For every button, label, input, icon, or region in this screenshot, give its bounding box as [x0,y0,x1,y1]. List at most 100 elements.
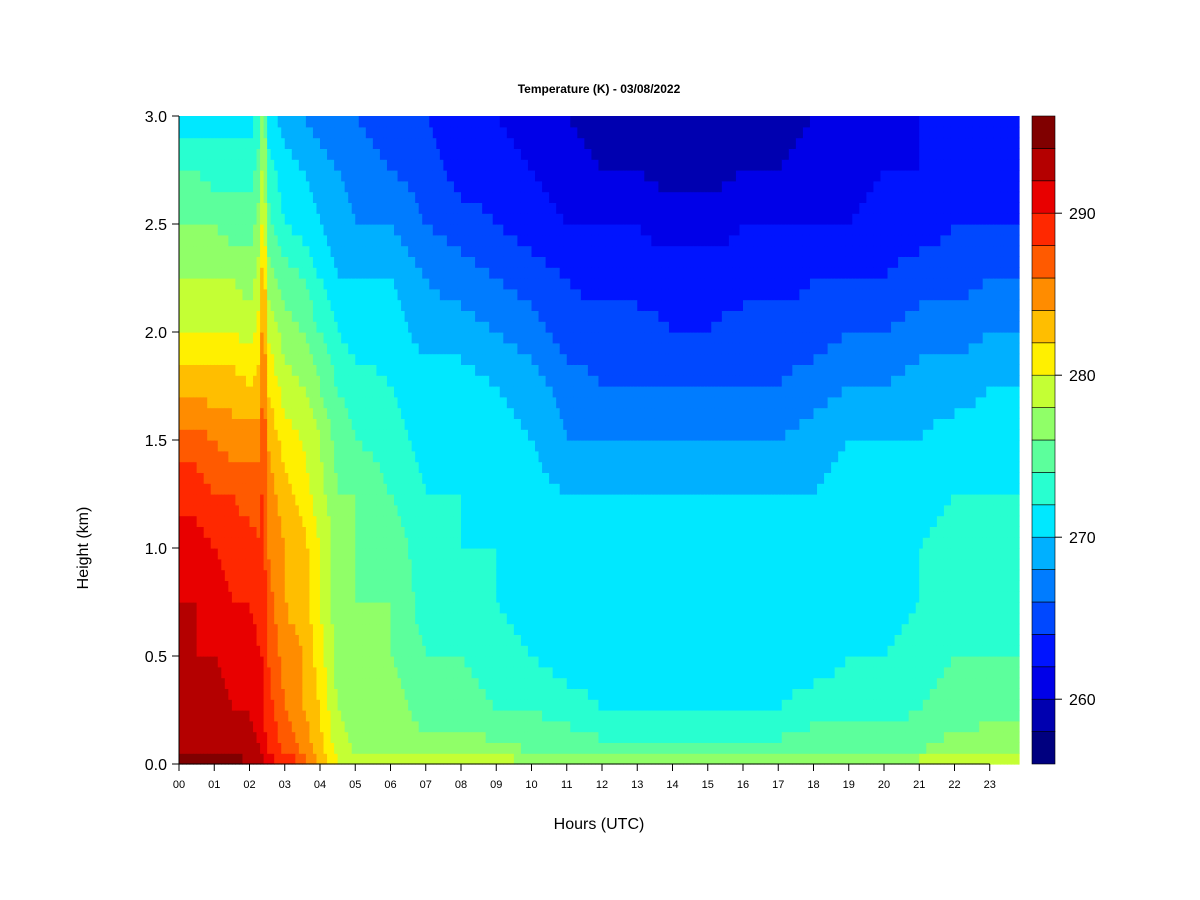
heatmap-cell [436,288,441,301]
heatmap-cell [235,591,240,603]
heatmap-cell [260,580,265,592]
heatmap-cell [446,450,452,463]
heatmap-cell [270,656,275,668]
heatmap-cell [464,742,469,754]
heatmap-cell [179,494,184,506]
heatmap-cell [312,278,318,290]
heatmap-cell [436,429,441,441]
heatmap-cell [284,386,289,398]
heatmap-cell [404,245,409,257]
heatmap-cell [281,256,286,268]
heatmap-cell [464,548,469,560]
heatmap-cell [383,710,388,722]
heatmap-cell [327,504,332,517]
heatmap-cell [267,245,272,257]
heatmap-cell [210,180,215,193]
heatmap-cell [217,299,222,311]
heatmap-cell [263,126,268,139]
heatmap-cell [337,342,342,355]
heatmap-cell [217,494,222,506]
heatmap-cell [256,386,261,398]
heatmap-cell [217,580,222,592]
heatmap-cell [450,137,455,149]
heatmap-cell [369,429,374,441]
heatmap-cell [249,375,254,387]
heatmap-cell [358,548,363,560]
heatmap-cell [404,483,409,495]
heatmap-cell [471,742,476,754]
heatmap-cell [245,450,251,463]
heatmap-cell [327,202,332,214]
heatmap-cell [330,645,335,657]
heatmap-cell [383,375,388,387]
heatmap-cell [372,256,377,268]
heatmap-cell [316,342,321,355]
heatmap-cell [330,515,335,527]
heatmap-cell [312,537,318,549]
heatmap-cell [200,440,205,452]
heatmap-cell [411,202,416,214]
heatmap-cell [386,159,392,171]
heatmap-cell [337,656,342,668]
heatmap-cell [305,159,311,171]
heatmap-cell [422,742,427,754]
heatmap-cell [394,731,399,743]
heatmap-cell [221,569,226,581]
heatmap-cell [267,148,272,160]
heatmap-cell [298,267,303,279]
heatmap-cell [263,699,268,711]
heatmap-cell [362,353,367,365]
heatmap-cell [193,288,198,301]
heatmap-cell [432,137,437,149]
heatmap-cell [348,623,353,635]
heatmap-cell [362,569,367,581]
heatmap-cell [207,612,212,625]
heatmap-cell [238,666,244,679]
heatmap-cell [415,440,420,452]
heatmap-cell [369,137,374,149]
heatmap-cell [351,569,356,581]
heatmap-cell [274,245,279,257]
heatmap-cell [245,375,251,387]
heatmap-cell [418,116,423,128]
heatmap-cell [348,191,353,203]
heatmap-cell [235,364,240,376]
heatmap-cell [309,494,314,506]
heatmap-cell [390,396,395,409]
heatmap-cell [238,526,244,538]
heatmap-cell [432,450,437,463]
heatmap-cell [235,753,240,765]
heatmap-cell [394,364,399,376]
heatmap-cell [446,591,452,603]
heatmap-cell [228,137,233,149]
heatmap-cell [235,645,240,657]
heatmap-cell [182,137,187,149]
heatmap-cell [471,623,476,635]
heatmap-cell [284,159,289,171]
heatmap-cell [281,731,286,743]
heatmap-cell [228,170,233,182]
heatmap-cell [404,180,409,193]
heatmap-cell [404,699,409,711]
heatmap-cell [362,656,367,668]
heatmap-cell [274,375,279,387]
heatmap-cell [263,310,268,322]
heatmap-cell [235,472,240,484]
heatmap-cell [245,623,251,635]
heatmap-cell [186,569,191,581]
heatmap-cell [253,191,258,203]
heatmap-cell [221,602,226,614]
heatmap-cell [186,483,191,495]
heatmap-cell [327,310,332,322]
heatmap-cell [436,213,441,225]
heatmap-cell [365,321,370,333]
heatmap-cell [461,170,466,182]
heatmap-cell [369,213,374,225]
heatmap-cell [327,580,332,592]
heatmap-cell [397,731,402,743]
heatmap-cell [397,321,402,333]
heatmap-cell [422,342,427,355]
heatmap-cell [238,688,244,700]
heatmap-cell [383,407,388,419]
heatmap-cell [439,720,444,733]
